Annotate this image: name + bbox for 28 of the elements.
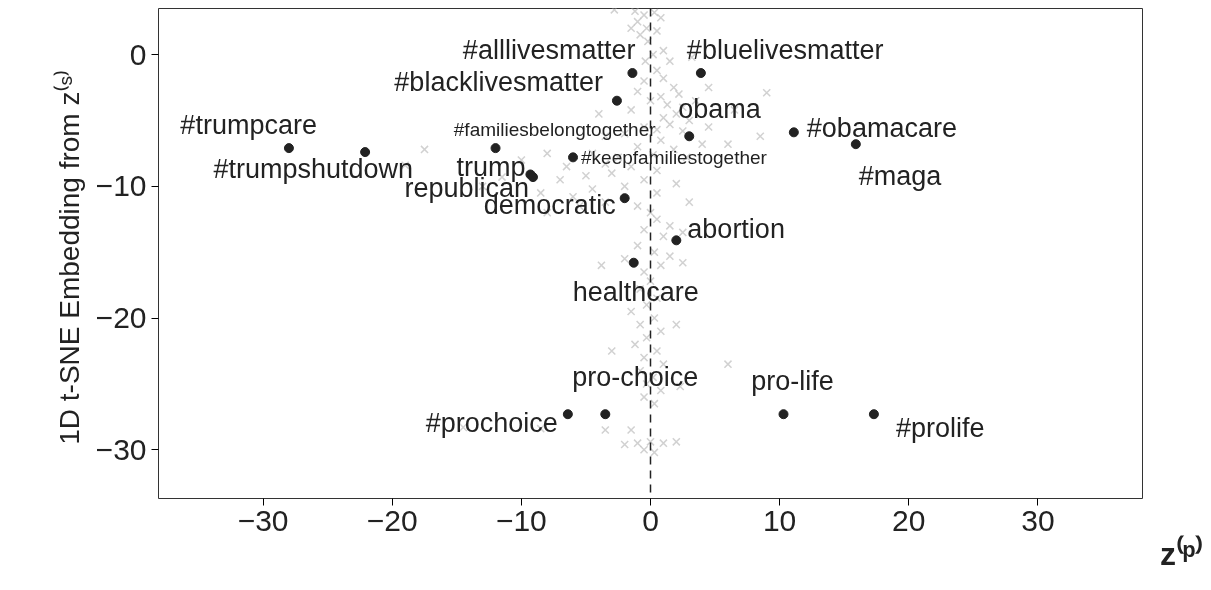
annotation: #maga (858, 161, 943, 192)
x-tick-label: −30 (237, 503, 289, 537)
annotation: #bluelivesmatter (686, 35, 884, 66)
x-tick-label: 10 (762, 503, 797, 537)
x-axis-title: z⁽ᵖ⁾ (1160, 534, 1203, 572)
annotation: obama (678, 94, 762, 125)
annotation: #familiesbelongtogether (453, 119, 657, 141)
annotation: #obamacare (806, 113, 957, 144)
annotation: #alllivesmatter (462, 35, 636, 66)
annotation: healthcare (572, 276, 699, 307)
x-tick-label: 0 (642, 503, 659, 537)
annotation: abortion (687, 214, 785, 245)
x-tick-label: 30 (1021, 503, 1055, 537)
y-axis-title: 1D t-SNE Embedding from z⁽ˢ⁾ (52, 70, 85, 445)
y-tick-label: 0 (129, 37, 147, 71)
x-tick-label: −20 (366, 503, 418, 537)
y-tick-label: −10 (95, 169, 147, 203)
annotation: #blacklivesmatter (394, 66, 603, 97)
annotation: #prolife (895, 413, 985, 444)
annotation: #prochoice (425, 408, 558, 439)
annotation: pro-choice (572, 362, 699, 393)
annotation: #trumpcare (180, 110, 317, 141)
annotation: pro-life (751, 366, 834, 397)
x-tick-label: −10 (495, 503, 547, 537)
annotation: #keepfamiliestogether (581, 146, 768, 168)
x-tick-label: 20 (892, 503, 926, 537)
y-tick-label: −20 (95, 301, 147, 335)
y-tick-label: −30 (95, 432, 147, 466)
